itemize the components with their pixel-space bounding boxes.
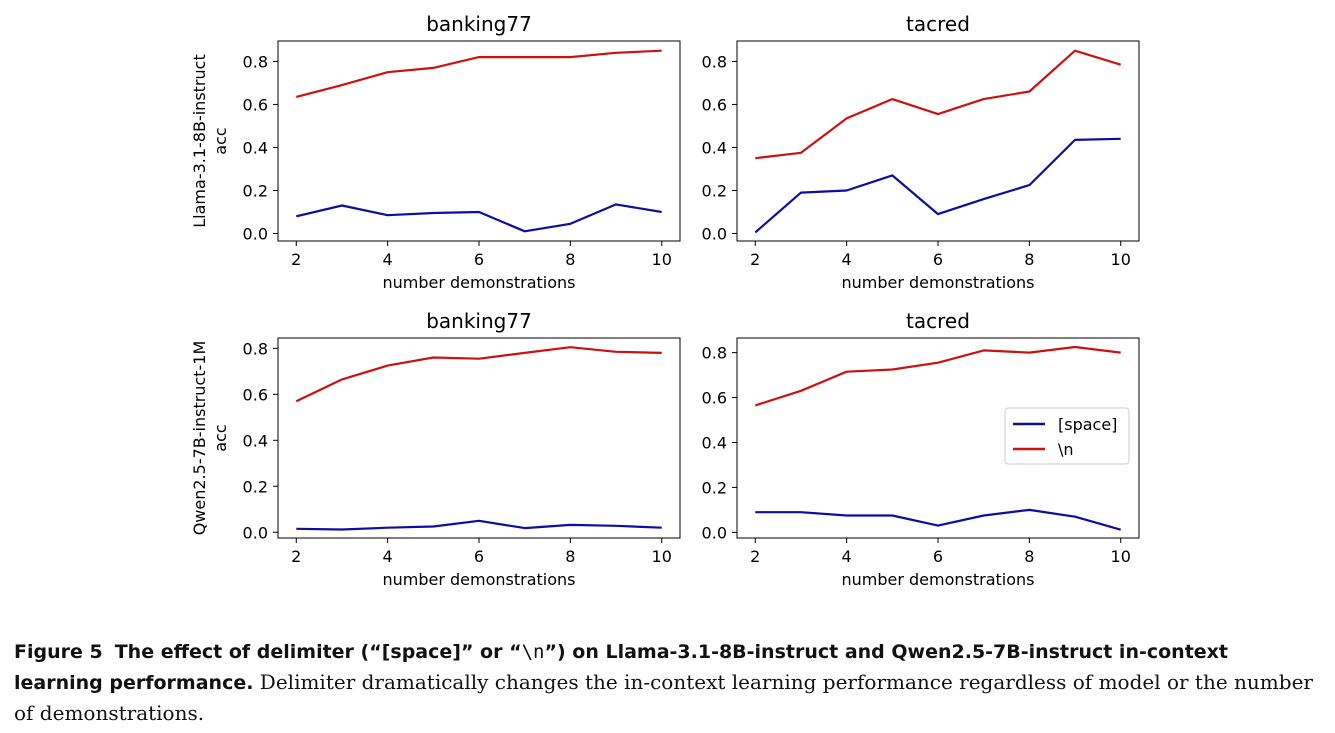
x-axis-label: number demonstrations <box>841 273 1034 292</box>
panel-title: tacred <box>906 309 970 333</box>
x-tick-label: 6 <box>474 250 484 269</box>
y-tick-label: 0.4 <box>243 431 268 450</box>
figure: 2 4 6 8 10 0.0 0.2 0.4 0.6 0.8 banking77 number dem… <box>190 12 1140 589</box>
y-tick-label: 0.0 <box>243 224 268 243</box>
y-axis-label: acc <box>211 127 230 154</box>
y-tick-label: 0.0 <box>702 224 727 243</box>
series-line <box>296 49 662 98</box>
figure-canvas: 2 4 6 8 10 0.0 0.2 0.4 0.6 0.8 banking77 number dem… <box>190 12 1140 589</box>
x-tick-label: 10 <box>652 547 672 566</box>
series-line <box>295 346 662 403</box>
x-axis-label: number demonstrations <box>382 273 575 292</box>
axes-frame <box>277 337 681 539</box>
x-tick-label: 4 <box>842 250 852 269</box>
series-line <box>754 137 1121 234</box>
chart-panel: 2 4 6 8 10 0.0 0.2 0.4 0.6 0.8 tacred number demons… <box>702 12 1140 292</box>
figure-caption: Figure 5 The effect of delimiter (“[space… <box>14 636 1322 728</box>
panel-title: tacred <box>906 12 970 36</box>
x-axis-label: number demonstrations <box>382 570 575 589</box>
axes-frame <box>736 40 1140 242</box>
chart-panel: 2 4 6 8 10 0.0 0.2 0.4 0.6 0.8 banking77 number dem… <box>190 12 681 292</box>
series-line <box>296 519 662 531</box>
x-tick-label: 2 <box>291 250 301 269</box>
x-tick-label: 8 <box>1024 250 1034 269</box>
y-tick-label: 0.2 <box>243 181 268 200</box>
y-tick-label: 0.2 <box>243 477 268 496</box>
legend-label: \n <box>1058 440 1074 459</box>
y-tick-label: 0.2 <box>702 181 727 200</box>
x-tick-label: 4 <box>842 547 852 566</box>
x-tick-label: 2 <box>750 547 760 566</box>
series-line <box>755 49 1122 160</box>
y-tick-label: 0.8 <box>702 52 727 71</box>
chart-panel: 2 4 6 8 10 0.0 0.2 0.4 0.6 0.8 tacred number demons… <box>702 309 1140 589</box>
panel-title: banking77 <box>426 12 532 36</box>
y-tick-label: 0.8 <box>702 344 727 363</box>
x-axis-label: number demonstrations <box>841 570 1034 589</box>
y-tick-label: 0.0 <box>243 523 268 542</box>
caption-title-code: \n <box>521 641 545 663</box>
y-tick-label: 0.4 <box>243 138 268 157</box>
caption-title: Figure 5 The effect of delimiter (“[space… <box>14 641 1228 694</box>
series-line <box>754 345 1121 407</box>
series-line <box>296 203 662 233</box>
x-tick-label: 4 <box>383 547 393 566</box>
legend: [space] \n <box>1004 407 1130 465</box>
y-axis-model-label: Llama-3.1-8B-instruct <box>190 54 209 227</box>
y-tick-label: 0.4 <box>702 138 727 157</box>
y-tick-label: 0.6 <box>243 385 268 404</box>
legend-label: [space] <box>1058 415 1117 434</box>
chart-panel: 2 4 6 8 10 0.0 0.2 0.4 0.6 0.8 banking77 number dem… <box>190 309 681 589</box>
y-tick-label: 0.8 <box>243 52 268 71</box>
x-tick-label: 10 <box>1111 250 1131 269</box>
y-axis-model-label: Qwen2.5-7B-instruct-1M <box>190 341 209 536</box>
y-tick-label: 0.6 <box>702 95 727 114</box>
x-tick-label: 2 <box>750 250 760 269</box>
x-tick-label: 6 <box>474 547 484 566</box>
x-tick-label: 4 <box>383 250 393 269</box>
caption-title-post: ”) on Llama-3.1-8B-instruct and Qwen2.5-… <box>14 641 1229 694</box>
x-tick-label: 8 <box>1024 547 1034 566</box>
x-tick-label: 6 <box>933 250 943 269</box>
x-tick-label: 8 <box>565 250 575 269</box>
caption-body: Delimiter dramatically changes the in-co… <box>14 670 1313 725</box>
y-tick-label: 0.2 <box>702 478 727 497</box>
y-tick-label: 0.0 <box>702 523 727 542</box>
caption-label: Figure 5 <box>14 641 103 663</box>
series-line <box>755 508 1122 531</box>
x-tick-label: 8 <box>565 547 575 566</box>
panel-title: banking77 <box>426 309 532 333</box>
x-tick-label: 2 <box>291 547 301 566</box>
y-axis-label: acc <box>211 424 230 451</box>
x-tick-label: 6 <box>933 547 943 566</box>
y-tick-label: 0.6 <box>243 95 268 114</box>
x-tick-label: 10 <box>1111 547 1131 566</box>
y-tick-label: 0.6 <box>702 389 727 408</box>
x-tick-label: 10 <box>652 250 672 269</box>
caption-title-pre: The effect of delimiter (“[space]” or “ <box>114 641 522 663</box>
y-tick-label: 0.4 <box>702 433 727 452</box>
y-tick-label: 0.8 <box>243 339 268 358</box>
